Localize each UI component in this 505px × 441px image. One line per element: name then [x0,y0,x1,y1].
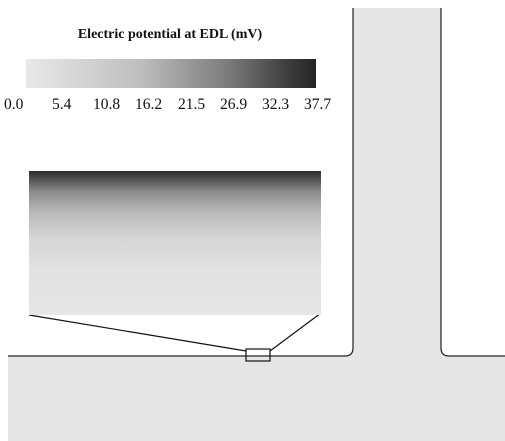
legend-title: Electric potential at EDL (mV) [77,27,263,42]
zoom-connector-left [28,314,247,352]
zoom-connector-right [269,312,322,352]
tick-label: 37.7 [304,96,332,113]
tick-label: 5.4 [52,96,72,113]
tick-label: 21.5 [178,96,206,113]
tick-label: 10.8 [93,96,121,113]
zoom-region-box [245,348,271,362]
colorbar [26,59,316,88]
colorbar-ticks: 0.0 5.4 10.8 16.2 21.5 26.9 32.3 37.7 [0,96,340,118]
fluid-domain [8,8,505,441]
edl-zoom-inset [29,171,321,315]
wall-right [440,8,505,357]
tick-label: 16.2 [135,96,163,113]
tick-label: 32.3 [262,96,290,113]
tick-label: 26.9 [220,96,248,113]
tick-label: 0.0 [4,96,24,113]
wall-left [8,8,354,357]
